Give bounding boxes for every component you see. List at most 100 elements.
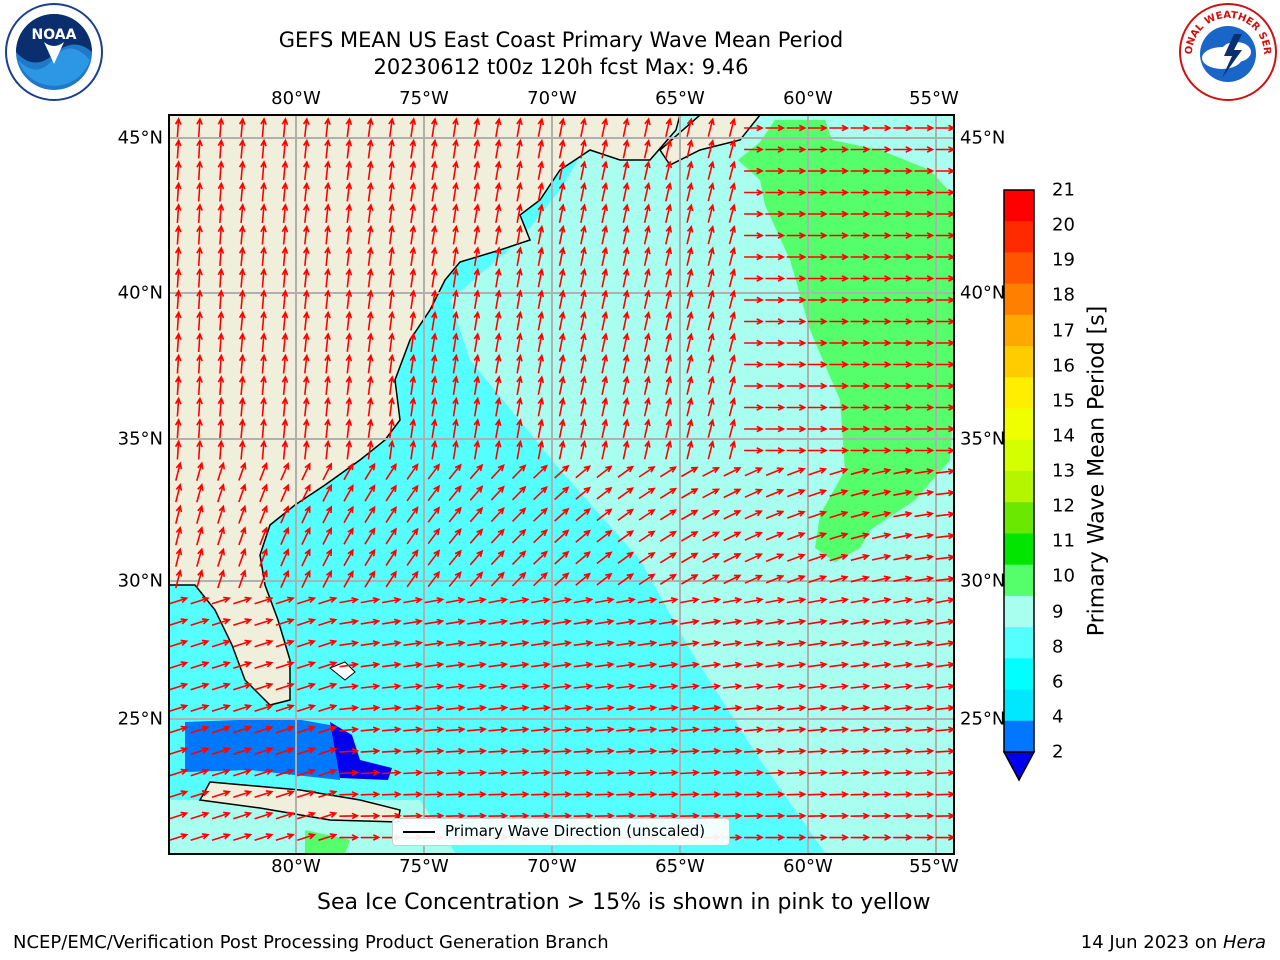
- wave-arrow-icon: [871, 167, 892, 175]
- wave-arrow-icon: [702, 509, 721, 520]
- wave-arrow-icon: [516, 117, 523, 138]
- wave-arrow-icon: [552, 618, 573, 626]
- wave-arrow-icon: [403, 618, 424, 626]
- wave-arrow-icon: [280, 569, 290, 589]
- wave-arrow-icon: [516, 224, 523, 245]
- wave-arrow-icon: [744, 640, 764, 647]
- wave-arrow-icon: [190, 768, 210, 777]
- wave-arrow-icon: [871, 553, 892, 561]
- wave-arrow-icon: [324, 224, 331, 245]
- wave-arrow-icon: [580, 138, 587, 159]
- colorbar-tick: 13: [1052, 460, 1075, 482]
- wave-arrow-icon: [238, 246, 246, 267]
- colorbar-tick: 15: [1052, 390, 1075, 412]
- wave-arrow-icon: [680, 812, 701, 820]
- wave-arrow-icon: [707, 439, 715, 460]
- wave-arrow-icon: [686, 289, 694, 309]
- wave-arrow-icon: [914, 210, 935, 218]
- wave-arrow-icon: [324, 160, 331, 180]
- wave-arrow-icon: [728, 138, 736, 159]
- wave-arrow-icon: [324, 375, 331, 395]
- wave-arrow-icon: [616, 683, 637, 690]
- wave-arrow-icon: [914, 511, 935, 518]
- wave-arrow-icon: [324, 267, 331, 288]
- wave-arrow-icon: [345, 267, 353, 288]
- wave-arrow-icon: [302, 117, 310, 137]
- colorbar-band: [1004, 564, 1034, 597]
- wave-arrow-icon: [537, 138, 545, 159]
- wave-arrow-icon: [531, 640, 551, 647]
- wave-arrow-icon: [850, 510, 871, 519]
- wave-arrow-icon: [366, 203, 374, 224]
- colorbar-band: [1004, 377, 1034, 410]
- wave-arrow-icon: [558, 353, 566, 374]
- wave-arrow-icon: [467, 769, 488, 777]
- wave-arrow-icon: [424, 704, 445, 712]
- wave-arrow-icon: [829, 553, 849, 562]
- wave-arrow-icon: [238, 396, 246, 417]
- wave-arrow-icon: [893, 618, 913, 626]
- wave-arrow-icon: [196, 310, 203, 331]
- wave-arrow-icon: [233, 811, 253, 820]
- wave-arrow-icon: [744, 683, 764, 690]
- lon-tick-bottom: 80°W: [271, 856, 321, 877]
- wave-arrow-icon: [190, 618, 210, 627]
- wave-arrow-icon: [509, 640, 530, 647]
- wave-arrow-icon: [622, 310, 630, 331]
- wave-arrow-icon: [531, 812, 551, 820]
- wave-arrow-icon: [659, 573, 678, 585]
- wave-arrow-icon: [296, 618, 317, 627]
- wave-arrow-icon: [722, 704, 743, 712]
- wave-arrow-icon: [169, 833, 189, 842]
- wave-arrow-icon: [893, 575, 913, 583]
- wave-arrow-icon: [765, 704, 786, 712]
- wave-arrow-icon: [445, 769, 466, 777]
- colorbar-band: [1004, 314, 1034, 347]
- wave-arrow-icon: [345, 289, 353, 309]
- wave-arrow-icon: [190, 704, 210, 713]
- wave-arrow-icon: [622, 181, 630, 202]
- wave-arrow-icon: [722, 661, 743, 669]
- wave-arrow-icon: [616, 704, 637, 712]
- wave-arrow-icon: [871, 447, 892, 454]
- wave-arrow-icon: [533, 464, 548, 479]
- colorbar-label: Primary Wave Mean Period [s]: [1084, 305, 1110, 637]
- wave-arrow-icon: [233, 618, 253, 627]
- wave-arrow-icon: [765, 747, 786, 755]
- wave-arrow-icon: [808, 575, 828, 584]
- wave-arrow-icon: [807, 834, 828, 841]
- wave-arrow-icon: [707, 375, 715, 395]
- wave-arrow-icon: [343, 570, 354, 588]
- wave-arrow-icon: [302, 203, 310, 223]
- wave-arrow-icon: [473, 246, 481, 267]
- wave-arrow-icon: [580, 353, 587, 374]
- wave-arrow-icon: [850, 210, 871, 218]
- wave-arrow-icon: [601, 439, 609, 460]
- wave-arrow-icon: [281, 203, 289, 224]
- wave-arrow-icon: [622, 353, 630, 374]
- wave-arrow-icon: [786, 726, 807, 733]
- wave-arrow-icon: [686, 268, 694, 288]
- wave-arrow-icon: [259, 461, 268, 481]
- wave-arrow-icon: [430, 418, 438, 439]
- wave-arrow-icon: [174, 396, 182, 417]
- wave-arrow-icon: [638, 551, 656, 564]
- wave-arrow-icon: [707, 396, 715, 417]
- wave-arrow-icon: [744, 553, 763, 563]
- wave-arrow-icon: [445, 683, 466, 690]
- footer-host: Hera: [1222, 932, 1266, 953]
- wave-arrow-icon: [722, 812, 743, 820]
- wave-arrow-icon: [686, 311, 694, 331]
- wave-arrow-icon: [452, 117, 459, 138]
- wave-arrow-icon: [707, 224, 715, 245]
- wave-arrow-icon: [596, 508, 613, 522]
- wave-arrow-icon: [259, 483, 268, 503]
- wave-arrow-icon: [388, 160, 395, 181]
- wave-arrow-icon: [345, 332, 353, 352]
- wave-arrow-icon: [281, 396, 289, 417]
- wave-arrow-icon: [787, 467, 806, 476]
- period-zone-2-4: [185, 718, 340, 780]
- wave-arrow-icon: [259, 526, 268, 546]
- wave-arrow-icon: [388, 375, 395, 396]
- wave-arrow-icon: [430, 138, 438, 159]
